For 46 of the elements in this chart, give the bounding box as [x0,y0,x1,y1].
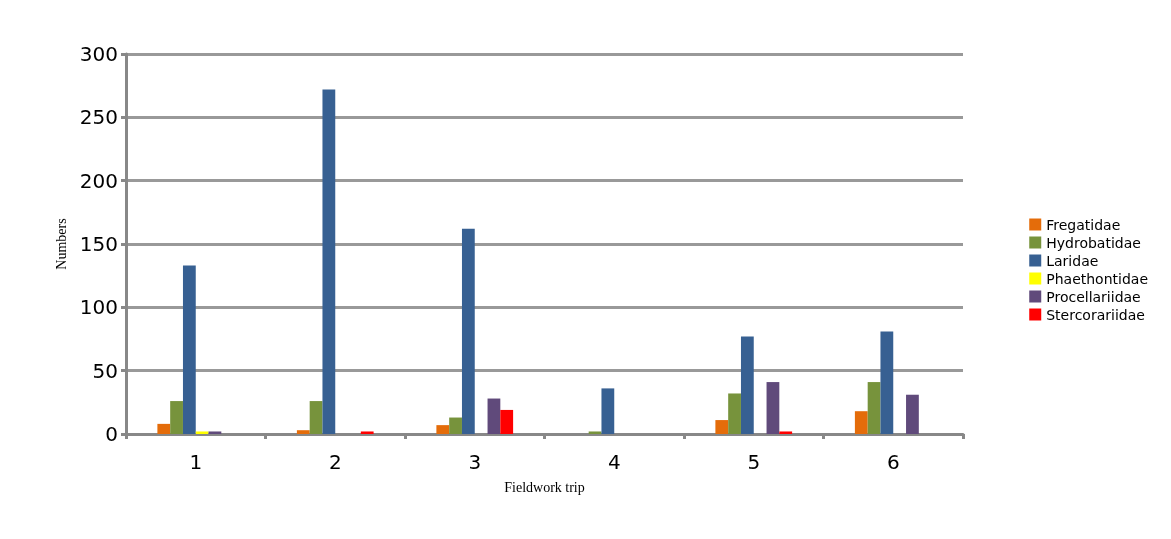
bar [170,401,183,434]
y-tick-label: 150 [79,232,118,256]
legend-label: Procellariidae [1046,288,1141,305]
bar [906,394,919,434]
bar [500,409,514,434]
bar [601,388,615,434]
legend-label: Phaethontidae [1046,270,1149,287]
legend-label: Hydrobatidae [1046,234,1141,251]
bar [195,431,209,434]
bar [766,382,780,434]
x-tick-label: 6 [886,450,900,474]
x-tick-label: 1 [189,450,203,474]
bar [360,431,374,434]
y-tick-label: 100 [79,295,118,320]
legend-label: Stercorariidae [1046,306,1145,323]
y-axis-title: Numbers [54,218,70,270]
x-tick-label: 2 [328,450,342,474]
bar [296,430,310,434]
bar [157,423,171,434]
x-tick-label: 4 [607,450,621,474]
bar [461,228,475,434]
x-tick-label: 5 [747,450,761,474]
bar [779,431,793,434]
bar [880,331,894,434]
bar [487,398,501,434]
y-tick-label: 0 [105,422,118,446]
y-tick-label: 300 [79,42,118,66]
bar [182,265,196,434]
bar [436,425,450,434]
y-tick-label: 250 [79,105,118,130]
bar [715,420,729,434]
y-tick-label: 200 [79,168,118,193]
bar [740,336,754,434]
bar [728,393,741,434]
bar [208,431,222,434]
bar [309,401,323,434]
bar [854,411,868,434]
bar [322,89,336,434]
legend-label: Fregatidae [1046,216,1121,233]
bar [449,417,462,434]
bar [867,382,881,434]
legend-label: Laridae [1046,252,1099,269]
x-axis-title: Fieldwork trip [504,479,585,495]
y-tick-label: 50 [92,358,118,383]
x-tick-label: 3 [468,450,482,474]
bar [588,431,602,434]
